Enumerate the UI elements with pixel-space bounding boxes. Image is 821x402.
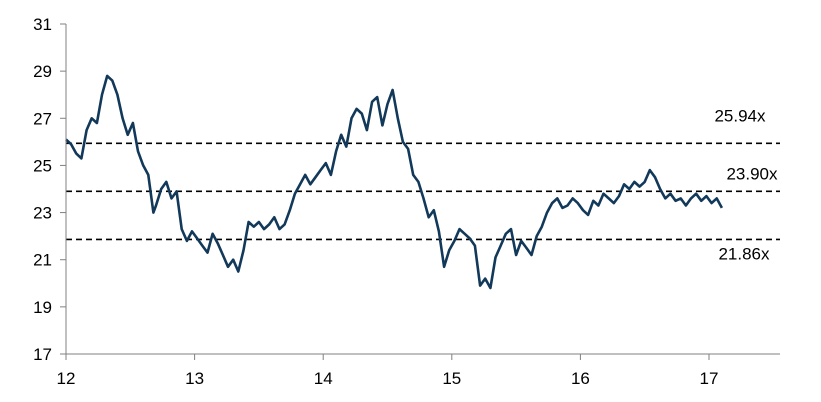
y-tick-label: 17 xyxy=(33,345,52,364)
x-tick-label: 13 xyxy=(185,369,204,388)
x-tick-label: 14 xyxy=(314,369,333,388)
reference-lines xyxy=(66,142,780,241)
x-tick-label: 16 xyxy=(571,369,590,388)
y-tick-label: 19 xyxy=(33,298,52,317)
x-tick-label: 17 xyxy=(700,369,719,388)
x-tick-label: 12 xyxy=(57,369,76,388)
x-ticks: 12 13 14 15 16 17 xyxy=(57,354,719,388)
y-ticks: 17 19 21 23 25 27 29 31 xyxy=(33,15,66,364)
reference-label: 21.86x xyxy=(718,244,770,263)
series-line xyxy=(65,74,724,290)
reference-label: 23.90x xyxy=(726,164,778,183)
y-tick-label: 31 xyxy=(33,15,52,34)
y-tick-label: 29 xyxy=(33,62,52,81)
y-tick-label: 27 xyxy=(33,109,52,128)
y-tick-label: 21 xyxy=(33,251,52,270)
x-tick-label: 15 xyxy=(442,369,461,388)
reference-labels: 25.94x 23.90x 21.86x xyxy=(714,106,778,263)
y-tick-label: 23 xyxy=(33,204,52,223)
reference-label: 25.94x xyxy=(714,106,766,125)
y-tick-label: 25 xyxy=(33,156,52,175)
